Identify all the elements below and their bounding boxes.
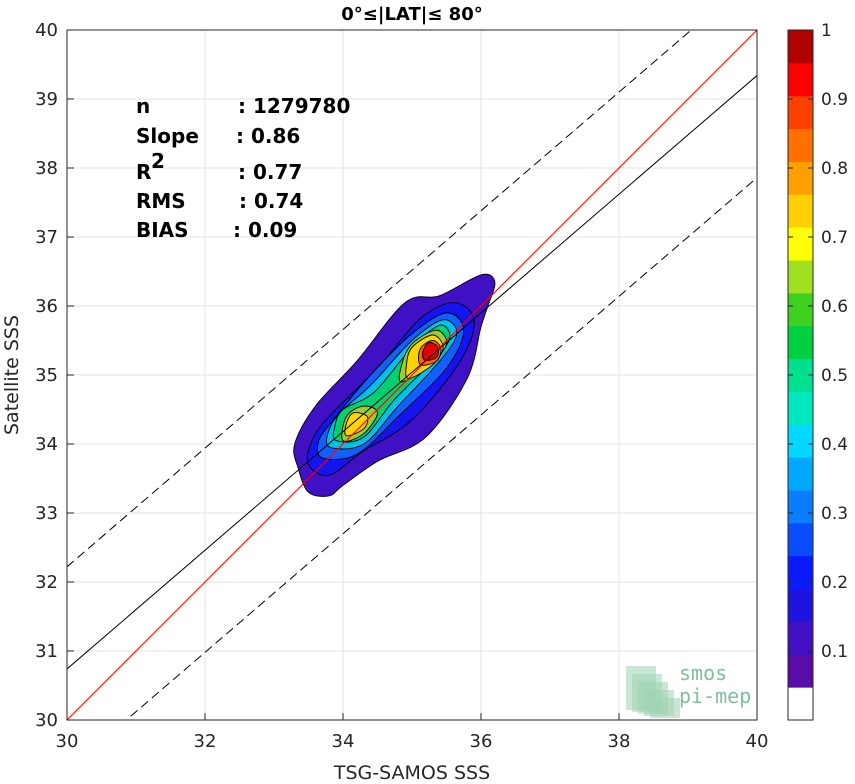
colorbar-segment	[788, 391, 813, 425]
stat-value: : 0.77	[238, 160, 302, 184]
logo-wave-mark	[650, 698, 680, 718]
density-contour	[422, 342, 440, 361]
colorbar-segment	[788, 654, 813, 688]
colorbar-segment	[788, 227, 813, 261]
logo-text-line2: pi-mep	[679, 684, 751, 708]
stat-value: : 0.86	[236, 124, 300, 148]
colorbar-tick-label: 0.9	[821, 90, 848, 110]
y-axis-ticks: 30 31 32 33 34 35 36 37 38 39 40	[35, 20, 74, 731]
x-axis-label: TSG-SAMOS SSS	[333, 762, 490, 784]
colorbar-segment	[788, 30, 813, 64]
colorbar-segment	[788, 292, 813, 327]
y-tick-label: 30	[35, 710, 58, 731]
colorbar: 0.1 0.2 0.3 0.4 0.5 0.6 0.7 0.8 0.9 1	[787, 21, 848, 721]
y-tick-label: 38	[35, 158, 58, 179]
x-axis-ticks: 30 32 34 36 38 40	[56, 713, 769, 752]
colorbar-segment	[788, 161, 813, 195]
colorbar-segment	[788, 687, 813, 721]
chart-title: 0°≤|LAT|≤ 80°	[341, 4, 482, 25]
fit-lines	[67, 30, 757, 720]
x-tick-label: 40	[746, 731, 769, 752]
colorbar-segment	[788, 621, 813, 655]
regression-line	[67, 75, 757, 670]
colorbar-tick-label: 0.7	[821, 228, 848, 248]
colorbar-tick-label: 0.1	[821, 642, 848, 662]
colorbar-segment	[788, 128, 813, 162]
y-tick-label: 36	[35, 296, 58, 317]
stat-label-superscript: 2	[151, 149, 165, 173]
colorbar-tick-label: 0.2	[821, 573, 848, 593]
stat-value: : 0.74	[239, 189, 303, 213]
stat-label: R	[136, 160, 151, 184]
colorbar-segment	[788, 555, 813, 590]
colorbar-segment	[788, 95, 813, 130]
regression-plus-2rms-line	[67, 30, 692, 568]
x-tick-label: 38	[608, 731, 631, 752]
y-tick-label: 34	[35, 434, 58, 455]
colorbar-tick-label: 1	[821, 21, 832, 41]
density-contour	[344, 412, 369, 437]
y-tick-label: 40	[35, 20, 58, 41]
colorbar-tick-label: 0.4	[821, 435, 848, 455]
colorbar-segment	[788, 62, 813, 97]
colorbar-tick-label: 0.8	[821, 159, 848, 179]
colorbar-segment	[788, 522, 813, 557]
stat-label: BIAS	[136, 218, 189, 242]
stat-label: n	[136, 94, 150, 118]
y-tick-label: 32	[35, 572, 58, 593]
stat-label: RMS	[136, 189, 186, 213]
regression-minus-2rms-line	[125, 177, 757, 720]
colorbar-tick-label: 0.3	[821, 504, 848, 524]
colorbar-segment	[788, 588, 813, 622]
x-tick-label: 34	[332, 731, 355, 752]
colorbar-segment	[788, 457, 813, 491]
y-axis-label: Satellite SSS	[1, 315, 23, 435]
x-tick-label: 36	[470, 731, 493, 752]
colorbar-segment	[788, 260, 813, 294]
colorbar-segment	[788, 424, 813, 458]
stat-label: Slope	[136, 124, 199, 148]
colorbar-segment	[788, 325, 813, 360]
colorbar-tick-label: 0.6	[821, 297, 848, 317]
one-to-one-line	[67, 30, 757, 720]
x-tick-label: 30	[56, 731, 79, 752]
y-tick-label: 39	[35, 89, 58, 110]
stats-box: n : 1279780 Slope : 0.86 R 2 : 0.77 RMS : 0.74 BI…	[136, 94, 350, 242]
y-tick-label: 31	[35, 641, 58, 662]
colorbar-tick-label: 0.5	[821, 366, 848, 386]
stat-value: : 1279780	[238, 94, 350, 118]
logo-text-line1: smos	[679, 661, 727, 685]
y-tick-label: 35	[35, 365, 58, 386]
x-tick-label: 32	[194, 731, 217, 752]
colorbar-segment	[788, 194, 813, 228]
y-tick-label: 33	[35, 503, 58, 524]
stat-value: : 0.09	[233, 218, 297, 242]
colorbar-segment	[788, 490, 813, 524]
y-tick-label: 37	[35, 227, 58, 248]
